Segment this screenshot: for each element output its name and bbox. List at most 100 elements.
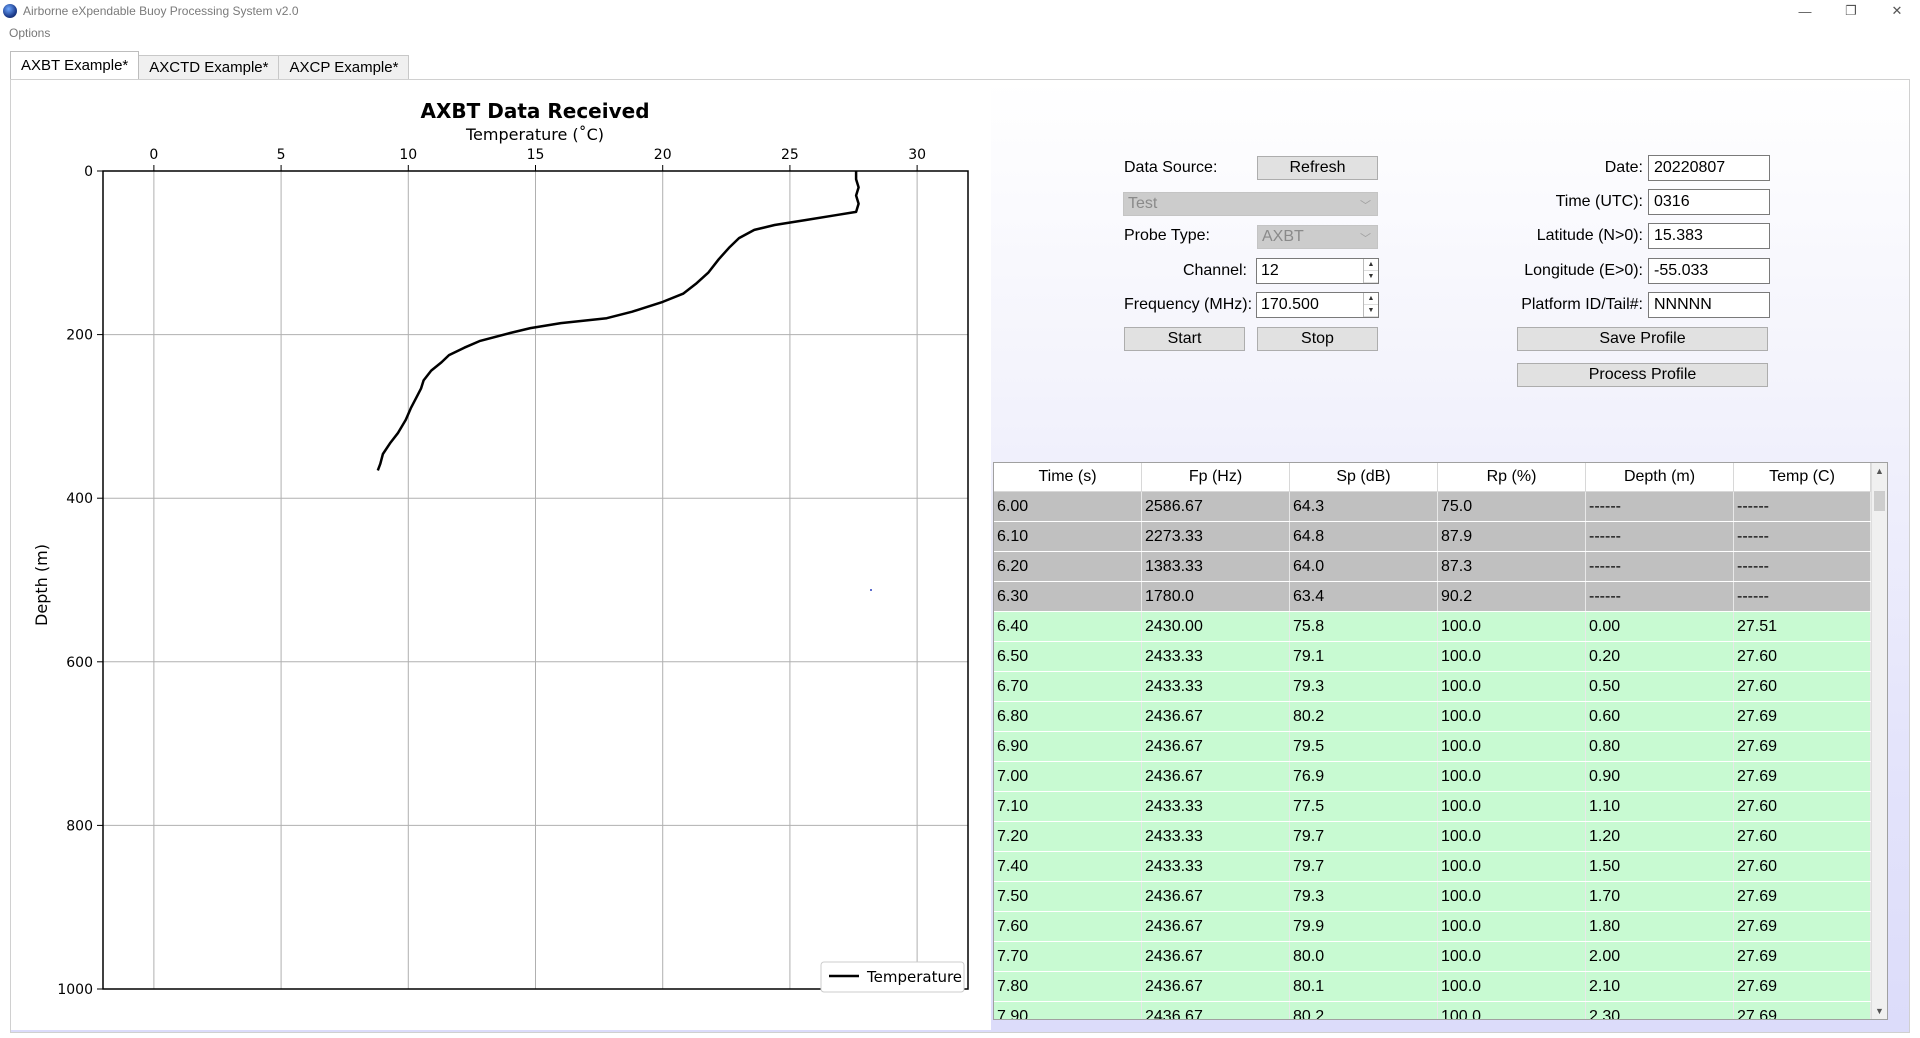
cell-rp: 75.0 bbox=[1438, 492, 1586, 521]
tab-axctd-example[interactable]: AXCTD Example* bbox=[138, 55, 280, 79]
cell-fp: 2436.67 bbox=[1142, 762, 1290, 791]
cell-temp: 27.60 bbox=[1734, 852, 1871, 881]
cell-time: 7.60 bbox=[994, 912, 1142, 941]
longitude-label: Longitude (E>0): bbox=[1524, 262, 1643, 279]
cell-depth: 2.30 bbox=[1586, 1002, 1734, 1019]
date-field[interactable]: 20220807 bbox=[1648, 155, 1770, 181]
cell-sp: 64.8 bbox=[1290, 522, 1438, 551]
column-header-fp[interactable]: Fp (Hz) bbox=[1142, 463, 1290, 491]
process-profile-button[interactable]: Process Profile bbox=[1517, 363, 1768, 387]
column-header-temp[interactable]: Temp (C) bbox=[1734, 463, 1871, 491]
y-tick-label: 400 bbox=[66, 491, 93, 507]
table-row[interactable]: 6.00 2586.67 64.3 75.0 ------ ------ bbox=[994, 492, 1871, 522]
column-header-sp[interactable]: Sp (dB) bbox=[1290, 463, 1438, 491]
cell-sp: 79.3 bbox=[1290, 882, 1438, 911]
cell-sp: 76.9 bbox=[1290, 762, 1438, 791]
maximize-button[interactable]: ❐ bbox=[1845, 3, 1857, 18]
cell-depth: 2.10 bbox=[1586, 972, 1734, 1001]
spin-down-icon[interactable]: ▼ bbox=[1364, 271, 1378, 283]
save-profile-button[interactable]: Save Profile bbox=[1517, 327, 1768, 351]
table-row[interactable]: 7.50 2436.67 79.3 100.0 1.70 27.69 bbox=[994, 882, 1871, 912]
cell-depth: 0.50 bbox=[1586, 672, 1734, 701]
tab-axcp-example[interactable]: AXCP Example* bbox=[278, 55, 410, 79]
chart-title: AXBT Data Received bbox=[420, 99, 649, 123]
table-row[interactable]: 7.80 2436.67 80.1 100.0 2.10 27.69 bbox=[994, 972, 1871, 1002]
scroll-up-icon[interactable]: ▲ bbox=[1875, 466, 1884, 476]
latitude-field[interactable]: 15.383 bbox=[1648, 223, 1770, 249]
tab-axbt-example[interactable]: AXBT Example* bbox=[10, 51, 140, 79]
cell-rp: 90.2 bbox=[1438, 582, 1586, 611]
column-header-time[interactable]: Time (s) bbox=[994, 463, 1142, 491]
cell-rp: 100.0 bbox=[1438, 702, 1586, 731]
menu-options[interactable]: Options bbox=[9, 26, 51, 40]
minimize-button[interactable]: — bbox=[1798, 3, 1812, 19]
table-row[interactable]: 7.20 2433.33 79.7 100.0 1.20 27.60 bbox=[994, 822, 1871, 852]
table-row[interactable]: 6.20 1383.33 64.0 87.3 ------ ------ bbox=[994, 552, 1871, 582]
table-row[interactable]: 6.10 2273.33 64.8 87.9 ------ ------ bbox=[994, 522, 1871, 552]
cell-sp: 79.3 bbox=[1290, 672, 1438, 701]
scroll-down-icon[interactable]: ▼ bbox=[1875, 1006, 1884, 1016]
close-button[interactable]: ✕ bbox=[1891, 3, 1903, 18]
tab-strip: AXBT Example* AXCTD Example* AXCP Exampl… bbox=[10, 51, 410, 79]
cell-temp: 27.69 bbox=[1734, 1002, 1871, 1019]
cell-temp: ------ bbox=[1734, 552, 1871, 581]
table-scrollbar[interactable]: ▲ ▼ bbox=[1871, 463, 1887, 1019]
frequency-label: Frequency (MHz): bbox=[1124, 296, 1253, 313]
cell-depth: 2.00 bbox=[1586, 942, 1734, 971]
start-button[interactable]: Start bbox=[1124, 327, 1245, 351]
scroll-thumb[interactable] bbox=[1874, 491, 1885, 511]
cell-fp: 2436.67 bbox=[1142, 942, 1290, 971]
cell-sp: 80.2 bbox=[1290, 1002, 1438, 1019]
cell-time: 6.00 bbox=[994, 492, 1142, 521]
stray-dot bbox=[870, 589, 872, 591]
table-row[interactable]: 7.60 2436.67 79.9 100.0 1.80 27.69 bbox=[994, 912, 1871, 942]
cell-time: 7.20 bbox=[994, 822, 1142, 851]
cell-rp: 100.0 bbox=[1438, 882, 1586, 911]
channel-stepper[interactable]: ▲ ▼ bbox=[1363, 259, 1378, 283]
longitude-field[interactable]: -55.033 bbox=[1648, 258, 1770, 284]
refresh-button[interactable]: Refresh bbox=[1257, 156, 1378, 180]
table-row[interactable]: 6.30 1780.0 63.4 90.2 ------ ------ bbox=[994, 582, 1871, 612]
channel-spinbox[interactable]: 12 ▲ ▼ bbox=[1256, 258, 1379, 284]
cell-sp: 80.1 bbox=[1290, 972, 1438, 1001]
column-header-depth[interactable]: Depth (m) bbox=[1586, 463, 1734, 491]
table-row[interactable]: 7.00 2436.67 76.9 100.0 0.90 27.69 bbox=[994, 762, 1871, 792]
table-row[interactable]: 6.90 2436.67 79.5 100.0 0.80 27.69 bbox=[994, 732, 1871, 762]
stop-button[interactable]: Stop bbox=[1257, 327, 1378, 351]
cell-depth: 1.10 bbox=[1586, 792, 1734, 821]
table-row[interactable]: 7.40 2433.33 79.7 100.0 1.50 27.60 bbox=[994, 852, 1871, 882]
spin-down-icon[interactable]: ▼ bbox=[1364, 305, 1378, 317]
cell-sp: 63.4 bbox=[1290, 582, 1438, 611]
cell-time: 7.90 bbox=[994, 1002, 1142, 1019]
cell-fp: 2433.33 bbox=[1142, 792, 1290, 821]
frequency-spinbox[interactable]: 170.500 ▲ ▼ bbox=[1256, 292, 1379, 318]
platform-id-field[interactable]: NNNNN bbox=[1648, 292, 1770, 318]
table-row[interactable]: 7.90 2436.67 80.2 100.0 2.30 27.69 bbox=[994, 1002, 1871, 1019]
table-row[interactable]: 6.70 2433.33 79.3 100.0 0.50 27.60 bbox=[994, 672, 1871, 702]
cell-rp: 100.0 bbox=[1438, 822, 1586, 851]
cell-time: 6.30 bbox=[994, 582, 1142, 611]
table-row[interactable]: 7.70 2436.67 80.0 100.0 2.00 27.69 bbox=[994, 942, 1871, 972]
table-row[interactable]: 7.10 2433.33 77.5 100.0 1.10 27.60 bbox=[994, 792, 1871, 822]
probe-type-value: AXBT bbox=[1262, 228, 1304, 245]
cell-temp: ------ bbox=[1734, 582, 1871, 611]
cell-sp: 79.9 bbox=[1290, 912, 1438, 941]
frequency-stepper[interactable]: ▲ ▼ bbox=[1363, 293, 1378, 317]
column-header-rp[interactable]: Rp (%) bbox=[1438, 463, 1586, 491]
table-row[interactable]: 6.80 2436.67 80.2 100.0 0.60 27.69 bbox=[994, 702, 1871, 732]
cell-depth: ------ bbox=[1586, 582, 1734, 611]
data-table[interactable]: Time (s) Fp (Hz) Sp (dB) Rp (%) Depth (m… bbox=[993, 462, 1888, 1020]
app-logo-icon bbox=[3, 4, 17, 18]
cell-time: 7.80 bbox=[994, 972, 1142, 1001]
data-source-select[interactable]: Test ﹀ bbox=[1123, 192, 1378, 216]
spin-up-icon[interactable]: ▲ bbox=[1364, 293, 1378, 305]
chart-x-axis-label: Temperature (˚C) bbox=[465, 125, 604, 144]
probe-type-select[interactable]: AXBT ﹀ bbox=[1257, 225, 1378, 249]
chart-y-axis-label: Depth (m) bbox=[32, 544, 51, 626]
time-field[interactable]: 0316 bbox=[1648, 189, 1770, 215]
table-row[interactable]: 6.40 2430.00 75.8 100.0 0.00 27.51 bbox=[994, 612, 1871, 642]
spin-up-icon[interactable]: ▲ bbox=[1364, 259, 1378, 271]
cell-fp: 2433.33 bbox=[1142, 822, 1290, 851]
cell-time: 6.70 bbox=[994, 672, 1142, 701]
table-row[interactable]: 6.50 2433.33 79.1 100.0 0.20 27.60 bbox=[994, 642, 1871, 672]
